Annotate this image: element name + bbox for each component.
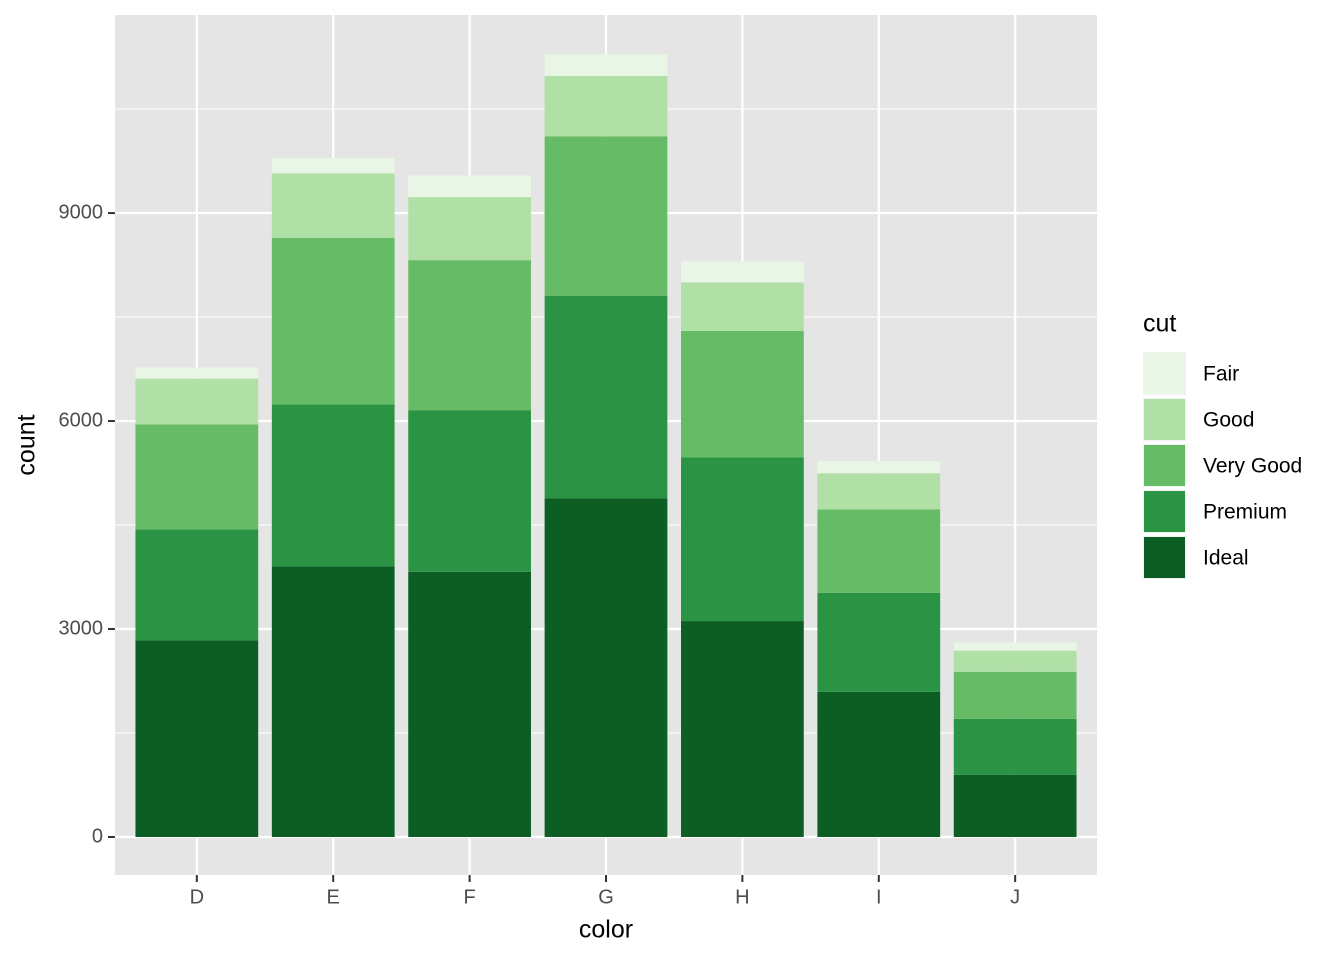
legend-title: cut <box>1143 310 1176 338</box>
bar-segment <box>544 295 668 499</box>
bar-segment <box>817 461 941 474</box>
legend-label: Ideal <box>1203 547 1249 570</box>
y-axis-title: count <box>13 414 41 475</box>
bar-segment <box>135 640 259 838</box>
bar-segment <box>544 498 668 838</box>
bar-segment <box>953 718 1077 775</box>
y-tick-label: 9000 <box>59 201 104 223</box>
legend-swatch <box>1144 491 1185 532</box>
legend-swatch <box>1144 399 1185 440</box>
bar-segment <box>817 509 941 593</box>
x-tick-label: D <box>190 886 204 908</box>
bar-segment <box>271 566 395 838</box>
bar-segment <box>408 197 531 261</box>
legend-swatch <box>1144 537 1185 578</box>
bar-segment <box>408 260 531 411</box>
y-tick-label: 3000 <box>59 617 104 639</box>
bar-segment <box>681 330 804 458</box>
bar-segment <box>681 621 804 838</box>
legend-label: Good <box>1203 409 1254 432</box>
bar-segment <box>681 457 804 622</box>
bar-segment <box>135 424 259 530</box>
bar-segment <box>817 473 941 510</box>
x-tick-label: I <box>876 886 882 908</box>
x-axis-title: color <box>579 916 633 944</box>
bar-segment <box>544 75 668 137</box>
legend-label: Very Good <box>1203 455 1302 478</box>
bar-segment <box>408 410 531 572</box>
bar-segment <box>271 173 395 239</box>
bar-segment <box>953 650 1077 672</box>
bar-segment <box>135 529 259 641</box>
bar-segment <box>544 136 668 296</box>
bar-segment <box>544 54 668 76</box>
x-tick-label: J <box>1010 886 1020 908</box>
bar-segment <box>135 378 259 425</box>
bar-segment <box>271 404 395 567</box>
bar-segment <box>681 282 804 331</box>
legend-swatch <box>1144 445 1185 486</box>
bar-segment <box>953 671 1077 719</box>
bar-segment <box>817 592 941 692</box>
x-tick-label: G <box>598 886 614 908</box>
bar-segment <box>408 175 531 198</box>
x-tick-label: H <box>735 886 749 908</box>
legend-swatch <box>1144 353 1185 394</box>
y-tick-label: 0 <box>92 825 103 847</box>
legend-label: Fair <box>1203 363 1239 386</box>
y-tick-label: 6000 <box>59 409 104 431</box>
bar-segment <box>271 157 395 174</box>
bar-segment <box>408 571 531 838</box>
bar-segment <box>681 261 804 283</box>
bar-segment <box>817 691 941 838</box>
bar-segment <box>271 238 395 405</box>
bar-segment <box>953 774 1077 838</box>
bar-segment <box>953 642 1077 651</box>
bar-segment <box>135 367 259 379</box>
x-tick-label: F <box>464 886 476 908</box>
x-tick-label: E <box>327 886 340 908</box>
legend-label: Premium <box>1203 501 1287 524</box>
